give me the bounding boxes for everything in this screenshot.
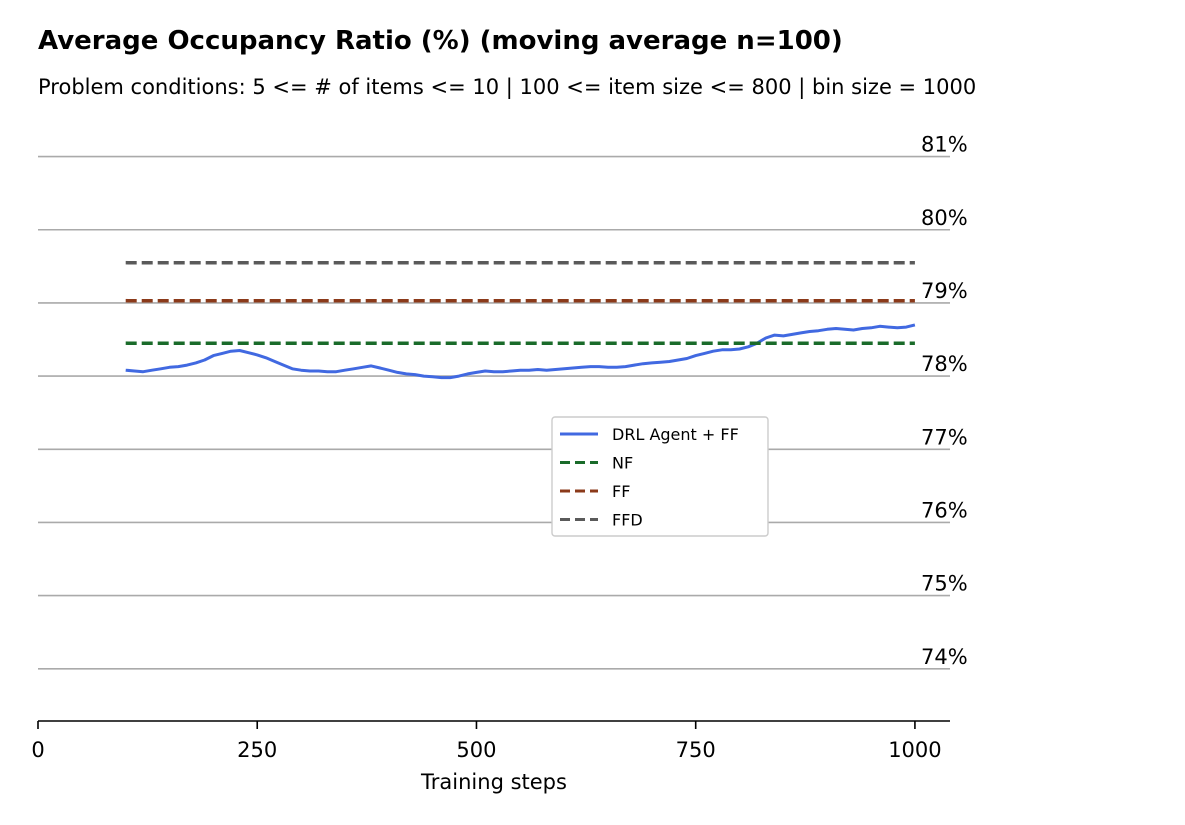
x-tick-label-1000: 1000 xyxy=(888,738,941,762)
legend-label-2: FF xyxy=(612,482,630,501)
y-tick-label-79: 79% xyxy=(921,279,968,303)
legend-box xyxy=(551,416,769,537)
series-line-drl-agent-ff xyxy=(125,323,916,380)
y-tick-label-75: 75% xyxy=(921,572,968,596)
y-tick-label-74: 74% xyxy=(921,645,968,669)
legend-label-1: NF xyxy=(612,454,633,473)
legend-label-3: FFD xyxy=(612,511,643,530)
legend: DRL Agent + FF NF FF FFD xyxy=(551,416,769,537)
series-lines xyxy=(125,260,916,380)
x-tick-label-0: 0 xyxy=(31,738,44,762)
y-tick-label-77: 77% xyxy=(921,425,968,449)
y-tick-label-80: 80% xyxy=(921,206,968,230)
x-tick-label-500: 500 xyxy=(456,738,496,762)
legend-label-0: DRL Agent + FF xyxy=(612,425,739,444)
y-tick-labels: 74% 75% 76% 77% 78% 79% 80% 81% xyxy=(921,133,968,669)
x-tick-label-250: 250 xyxy=(237,738,277,762)
chart-title: Average Occupancy Ratio (%) (moving aver… xyxy=(38,26,843,56)
x-axis: 0 250 500 750 1000 Training steps xyxy=(31,720,950,794)
x-tick-label-750: 750 xyxy=(676,738,716,762)
grid-lines xyxy=(38,155,950,670)
x-axis-label: Training steps xyxy=(420,770,567,794)
chart-subtitle: Problem conditions: 5 <= # of items <= 1… xyxy=(38,75,977,99)
y-tick-label-81: 81% xyxy=(921,133,968,157)
y-tick-label-78: 78% xyxy=(921,352,968,376)
y-tick-label-76: 76% xyxy=(921,498,968,522)
